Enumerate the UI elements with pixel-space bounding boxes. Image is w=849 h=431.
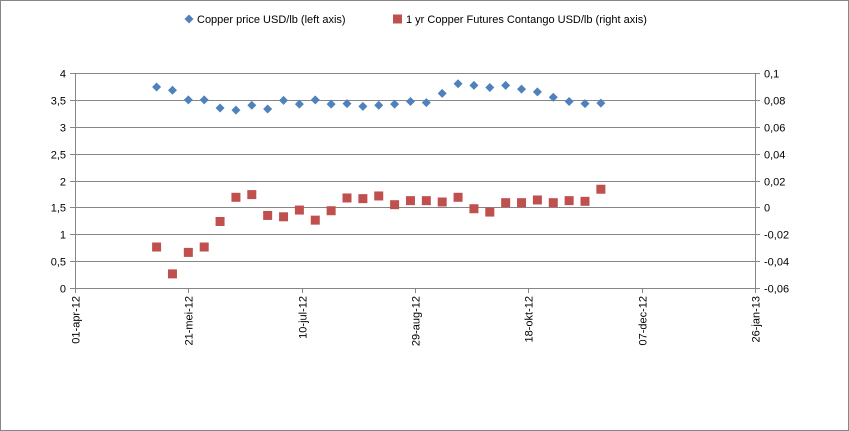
right-axis-ticks: -0,06 -0,04 -0,02 0 0,02 0,04 0,06 0,08 0,1 xyxy=(755,69,789,296)
contango-point xyxy=(421,196,431,206)
copper-price-point xyxy=(532,87,542,97)
contango-point xyxy=(405,196,415,206)
copper-price-point xyxy=(279,95,289,105)
left-tick-label: 1 xyxy=(60,230,66,242)
copper-price-point xyxy=(199,95,209,105)
copper-price-point xyxy=(374,100,384,110)
contango-point xyxy=(231,192,241,202)
contango-point xyxy=(294,205,304,215)
right-tick-label: 0,02 xyxy=(764,177,785,189)
copper-price-point xyxy=(326,99,336,109)
right-tick-label: -0,04 xyxy=(764,257,789,269)
copper-price-point xyxy=(437,88,447,98)
copper-price-point xyxy=(421,98,431,108)
contango-point xyxy=(390,200,400,210)
x-tick-label: 07-dec-12 xyxy=(638,296,650,346)
copper-price-point xyxy=(167,85,177,95)
series-copper-contango xyxy=(152,184,606,279)
left-tick-label: 2 xyxy=(60,177,66,189)
contango-point xyxy=(310,215,320,225)
contango-point xyxy=(501,198,511,208)
right-tick-label: 0,06 xyxy=(764,123,785,135)
copper-price-point xyxy=(152,82,162,92)
x-tick-label: 21-mei-12 xyxy=(184,296,196,346)
copper-price-point xyxy=(548,92,558,102)
contango-point xyxy=(247,190,257,200)
contango-point xyxy=(167,269,177,279)
legend-marker-copper xyxy=(184,14,194,24)
copper-price-point xyxy=(263,104,273,114)
copper-price-point xyxy=(469,80,479,90)
legend-marker-contango xyxy=(393,14,402,24)
contango-point xyxy=(342,193,352,203)
series-copper-price xyxy=(152,79,606,115)
left-tick-label: 3,5 xyxy=(51,96,66,108)
right-tick-label: -0,06 xyxy=(764,284,789,296)
copper-price-point xyxy=(501,80,511,90)
copper-price-point xyxy=(183,95,193,105)
contango-point xyxy=(326,206,336,216)
copper-price-point xyxy=(215,103,225,113)
contango-point xyxy=(580,196,590,206)
contango-point xyxy=(485,207,495,217)
contango-point xyxy=(469,204,479,214)
left-tick-label: 0 xyxy=(60,284,66,296)
contango-point xyxy=(183,247,193,257)
right-tick-label: 0,04 xyxy=(764,150,785,162)
axes xyxy=(75,73,756,289)
copper-price-point xyxy=(390,99,400,109)
legend: Copper price USD/lb (left axis) 1 yr Cop… xyxy=(184,14,647,26)
contango-point xyxy=(199,242,209,252)
copper-price-point xyxy=(247,100,257,110)
right-tick-label: 0,1 xyxy=(764,69,779,81)
right-tick-label: 0 xyxy=(764,203,770,215)
contango-point xyxy=(374,191,384,201)
contango-point xyxy=(453,192,463,202)
contango-point xyxy=(596,184,606,194)
x-tick-label: 10-jul-12 xyxy=(298,296,310,339)
left-tick-label: 3 xyxy=(60,123,66,135)
contango-point xyxy=(564,196,574,206)
contango-point xyxy=(358,194,368,204)
legend-label-contango: 1 yr Copper Futures Contango USD/lb (rig… xyxy=(406,14,647,26)
copper-price-point xyxy=(564,96,574,106)
contango-point xyxy=(215,216,225,226)
contango-point xyxy=(263,210,273,220)
contango-point xyxy=(548,198,558,208)
left-axis-ticks: 0 0,5 1 1,5 2 2,5 3 3,5 4 xyxy=(51,69,75,296)
contango-point xyxy=(532,195,542,205)
right-tick-label: -0,02 xyxy=(764,230,789,242)
contango-point xyxy=(517,198,527,208)
x-tick-label: 18-okt-12 xyxy=(524,296,536,342)
copper-price-point xyxy=(294,99,304,109)
copper-price-point xyxy=(405,96,415,106)
x-axis-ticks: 01-apr-12 21-mei-12 10-jul-12 29-aug-12 18-o… xyxy=(71,288,763,346)
contango-point xyxy=(279,212,289,222)
copper-price-point xyxy=(596,98,606,108)
copper-price-point xyxy=(517,84,527,94)
gridlines xyxy=(75,73,755,289)
copper-price-point xyxy=(580,99,590,109)
right-tick-label: 0,08 xyxy=(764,96,785,108)
left-tick-label: 2,5 xyxy=(51,150,66,162)
legend-label-copper: Copper price USD/lb (left axis) xyxy=(197,14,346,26)
left-tick-label: 1,5 xyxy=(51,203,66,215)
copper-price-point xyxy=(358,101,368,111)
copper-price-point xyxy=(342,99,352,109)
copper-price-point xyxy=(310,95,320,105)
left-tick-label: 0,5 xyxy=(51,257,66,269)
copper-price-point xyxy=(485,83,495,93)
x-tick-label: 01-apr-12 xyxy=(71,296,83,344)
contango-point xyxy=(152,242,162,252)
contango-point xyxy=(437,197,447,207)
copper-price-point xyxy=(453,79,463,89)
copper-price-point xyxy=(231,105,241,115)
left-tick-label: 4 xyxy=(60,69,66,81)
x-tick-label: 29-aug-12 xyxy=(411,296,423,346)
x-tick-label: 26-jan-13 xyxy=(751,296,763,342)
